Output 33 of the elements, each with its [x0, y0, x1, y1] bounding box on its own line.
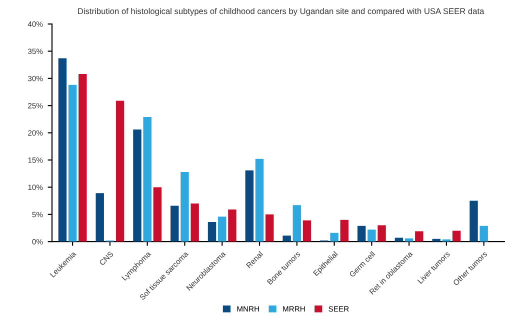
bar	[96, 193, 104, 242]
bar	[255, 158, 264, 242]
bar	[190, 204, 199, 242]
bar	[282, 236, 291, 242]
bar	[432, 238, 440, 242]
bar	[78, 74, 87, 242]
bar	[218, 216, 226, 242]
chart-title: Distribution of histological subtypes of childhood cancers by Ugandan site and compared with USA SEER data	[78, 8, 484, 16]
bar	[452, 230, 461, 242]
bar	[470, 200, 478, 242]
bar	[228, 210, 236, 242]
bar	[480, 226, 488, 242]
bar	[153, 187, 162, 242]
bar	[68, 84, 77, 242]
bar	[292, 205, 302, 242]
bar	[143, 117, 152, 242]
bar	[357, 226, 366, 242]
bar	[378, 225, 386, 242]
bar	[116, 100, 124, 242]
bar	[265, 214, 274, 242]
bar	[133, 130, 142, 242]
bar	[368, 230, 376, 242]
bar	[208, 222, 216, 242]
bar	[58, 58, 67, 242]
bar	[330, 232, 338, 242]
bar	[340, 220, 348, 242]
bar	[170, 206, 179, 242]
bar	[394, 238, 404, 242]
bar	[180, 172, 189, 242]
bar	[245, 170, 254, 242]
bar	[415, 231, 424, 242]
bar	[302, 220, 312, 242]
bar	[404, 238, 414, 242]
